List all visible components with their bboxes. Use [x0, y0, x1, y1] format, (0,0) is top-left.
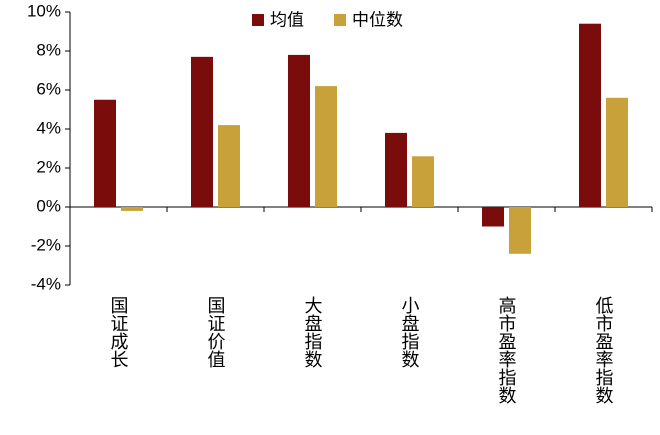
y-tick-label: 2%: [36, 157, 61, 176]
x-tick-label: 国证成长: [109, 296, 129, 368]
y-tick-label: -4%: [31, 274, 61, 293]
y-tick-label: 10%: [27, 1, 61, 20]
y-tick-label: -2%: [31, 235, 61, 254]
legend-swatch: [334, 14, 346, 26]
bar: [121, 207, 143, 211]
x-tick-label: 小盘指数: [400, 296, 420, 368]
bar: [94, 99, 116, 207]
legend-swatch: [252, 14, 264, 26]
bar: [606, 97, 628, 207]
bar: [288, 54, 310, 208]
x-tick-label: 高市盈率指数: [497, 296, 517, 404]
bar: [412, 156, 434, 207]
x-tick-label: 低市盈率指数: [594, 296, 614, 404]
bar: [315, 86, 337, 207]
bar: [191, 56, 213, 207]
x-tick-label: 国证价值: [206, 296, 226, 368]
y-tick-label: 6%: [36, 79, 61, 98]
y-tick-label: 0%: [36, 196, 61, 215]
bar: [218, 125, 240, 207]
bar: [509, 207, 531, 254]
x-tick-label: 大盘指数: [303, 296, 323, 368]
y-tick-label: 4%: [36, 118, 61, 137]
bar: [579, 23, 601, 208]
legend-label: 均值: [270, 10, 304, 29]
y-tick-label: 8%: [36, 40, 61, 59]
bar: [482, 207, 504, 227]
bar: [385, 132, 407, 207]
legend-label: 中位数: [352, 10, 403, 29]
